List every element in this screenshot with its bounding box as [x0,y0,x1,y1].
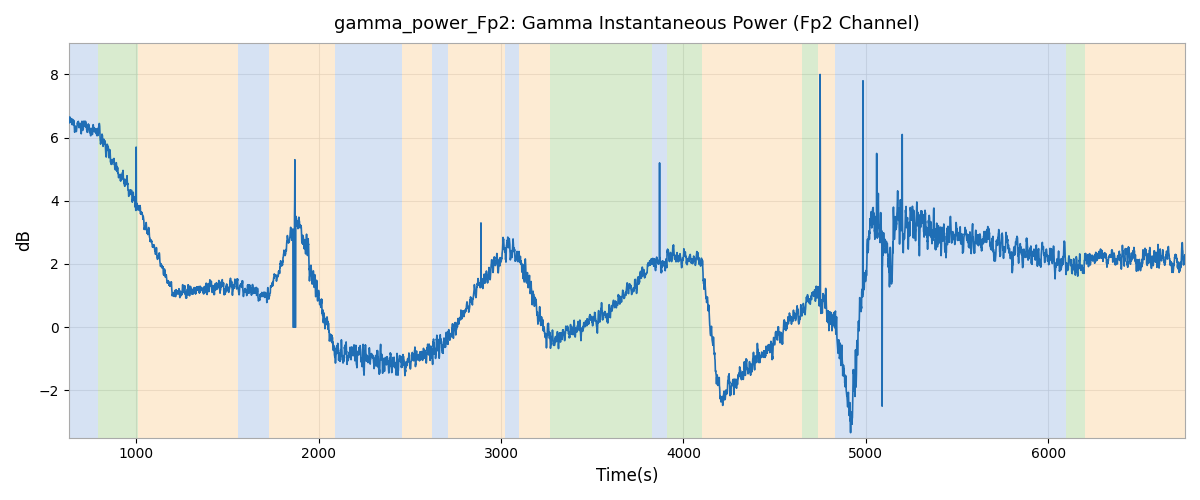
Bar [802,43,818,438]
Bar [505,43,520,438]
Bar [653,43,667,438]
Bar [335,43,402,438]
Bar [520,43,551,438]
Y-axis label: dB: dB [16,230,34,251]
X-axis label: Time(s): Time(s) [595,467,658,485]
Bar [667,43,702,438]
Bar [68,43,98,438]
Bar [432,43,448,438]
Bar [1085,43,1184,438]
Bar [448,43,505,438]
Bar [239,43,269,438]
Bar [138,43,239,438]
Bar [835,43,1067,438]
Title: gamma_power_Fp2: Gamma Instantaneous Power (Fp2 Channel): gamma_power_Fp2: Gamma Instantaneous Pow… [334,15,919,34]
Bar [269,43,335,438]
Bar [551,43,653,438]
Bar [1067,43,1085,438]
Bar [818,43,835,438]
Bar [702,43,802,438]
Bar [402,43,432,438]
Bar [98,43,138,438]
